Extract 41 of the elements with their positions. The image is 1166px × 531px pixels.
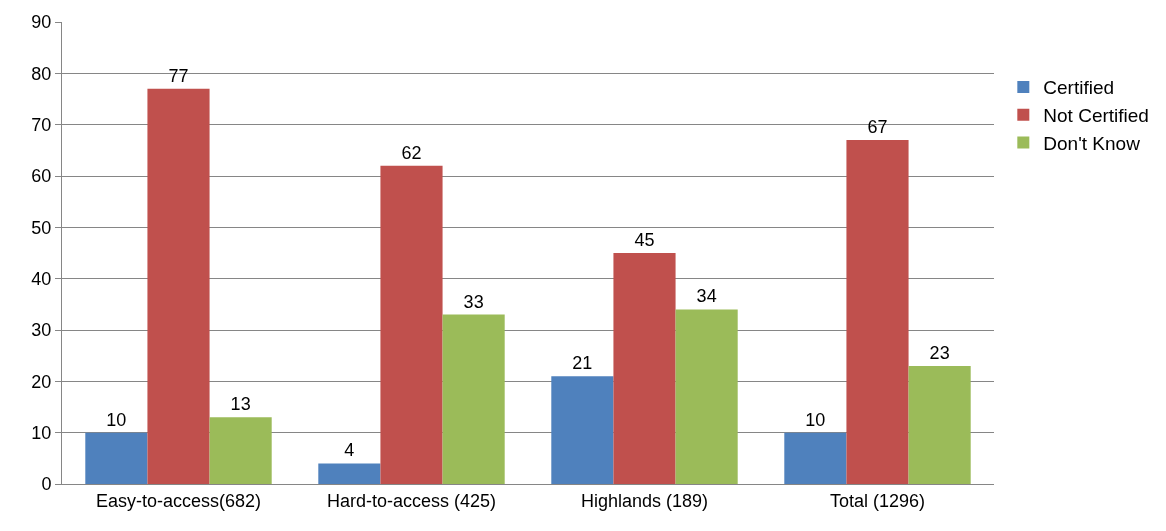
x-tick-label: Hard-to-access (425)	[326, 490, 497, 511]
bar	[442, 314, 505, 484]
bar	[147, 88, 210, 484]
y-tick-label: 90	[31, 12, 52, 33]
bar	[908, 365, 971, 484]
bar	[380, 165, 443, 484]
data-label: 45	[634, 230, 655, 250]
bar	[784, 432, 847, 484]
data-label: 67	[867, 117, 888, 138]
bar	[209, 417, 272, 484]
bar	[675, 309, 738, 484]
y-tick-label: 10	[31, 422, 52, 443]
data-label: 10	[805, 409, 826, 430]
bar	[85, 432, 148, 484]
y-tick-label: 30	[31, 320, 52, 341]
data-label: 33	[463, 291, 484, 312]
data-label: 21	[572, 353, 593, 374]
legend-label: Certified	[1043, 77, 1115, 99]
y-tick-label: 70	[31, 114, 52, 135]
bar	[613, 253, 676, 484]
data-label: 10	[106, 409, 127, 430]
bar	[846, 140, 909, 484]
y-tick-label: 50	[31, 217, 52, 238]
y-tick-label: 60	[31, 166, 52, 187]
data-label: 77	[168, 65, 189, 86]
y-tick-label: 40	[31, 268, 52, 289]
y-tick-label: 0	[41, 474, 52, 495]
x-tick-label: Total (1296)	[829, 490, 926, 511]
data-label: 62	[401, 142, 422, 163]
bar	[551, 376, 614, 484]
y-tick-label: 80	[31, 63, 52, 84]
x-tick-label: Easy-to-access(682)	[95, 490, 262, 511]
y-tick-label: 20	[31, 371, 52, 392]
legend-label: Not Certified	[1043, 105, 1149, 127]
data-label: 34	[696, 286, 717, 307]
bar	[318, 463, 381, 484]
x-tick-label: Highlands (189)	[580, 490, 709, 511]
data-label: 4	[344, 440, 355, 461]
data-label: 23	[929, 342, 950, 363]
legend-label: Don't Know	[1043, 132, 1141, 154]
data-label: 13	[230, 394, 251, 415]
